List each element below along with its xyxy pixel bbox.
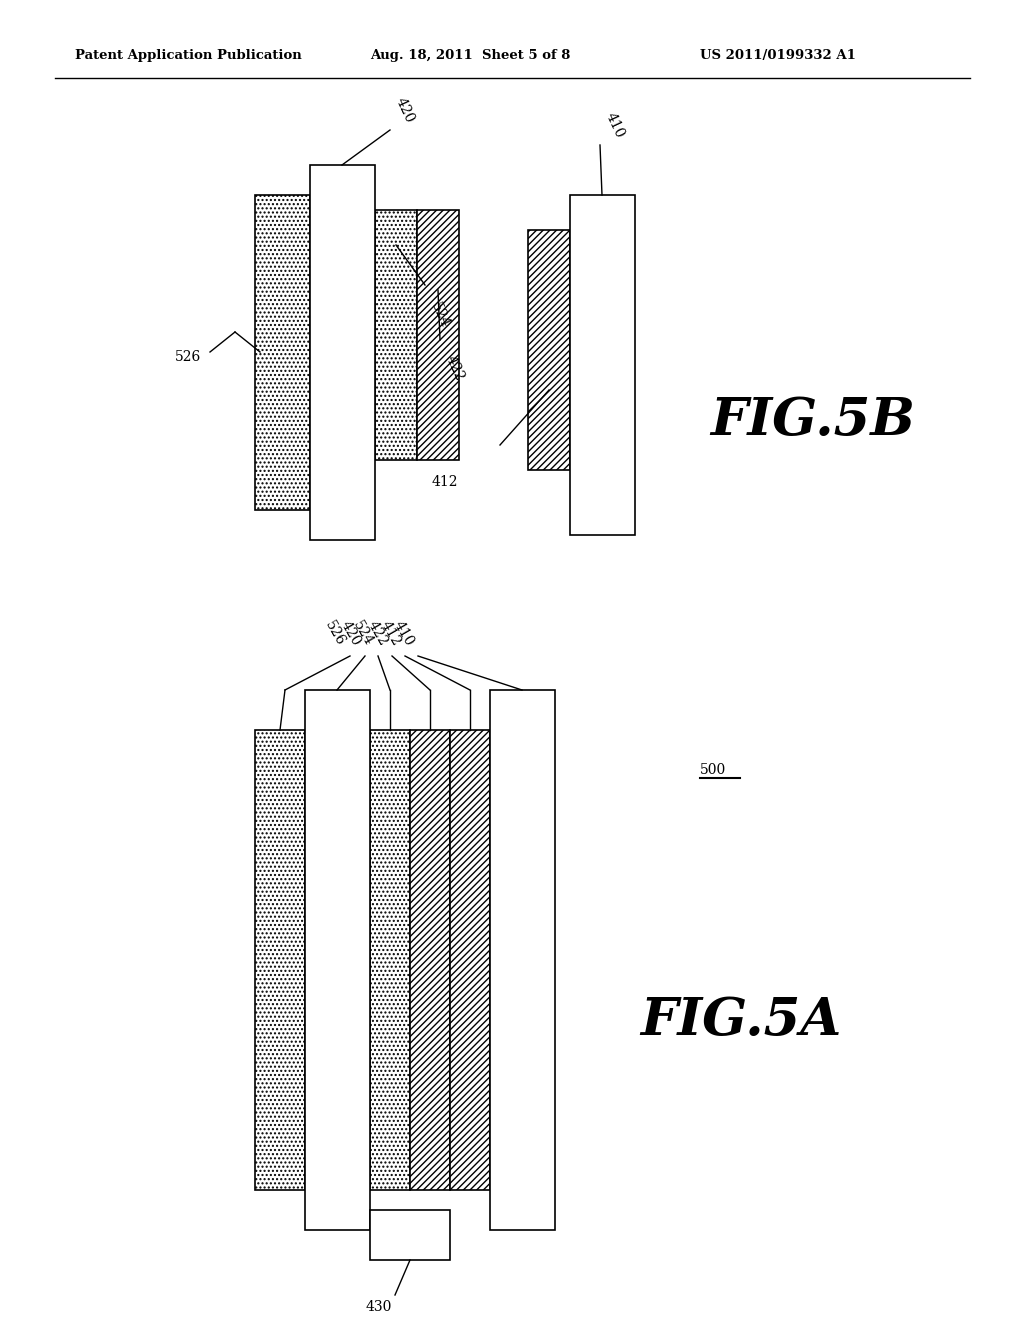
Text: Patent Application Publication: Patent Application Publication: [75, 49, 302, 62]
Bar: [417, 210, 459, 459]
Text: 500: 500: [700, 763, 726, 777]
Bar: [490, 690, 555, 1230]
Text: 410: 410: [390, 618, 416, 648]
Text: 524: 524: [350, 618, 376, 648]
Bar: [305, 690, 370, 1230]
Bar: [255, 195, 310, 510]
Bar: [310, 165, 375, 540]
Text: 526: 526: [323, 618, 348, 648]
Text: 410: 410: [603, 110, 627, 140]
Text: Aug. 18, 2011  Sheet 5 of 8: Aug. 18, 2011 Sheet 5 of 8: [370, 49, 570, 62]
Bar: [570, 195, 635, 535]
Bar: [528, 230, 570, 470]
Bar: [370, 1210, 450, 1261]
Text: 430: 430: [366, 1300, 392, 1313]
Text: 420: 420: [393, 95, 417, 125]
Bar: [255, 730, 305, 1191]
Text: 420: 420: [338, 618, 362, 648]
Text: 422: 422: [443, 352, 467, 383]
Text: 524: 524: [428, 300, 452, 330]
Text: 412: 412: [378, 618, 403, 648]
Text: FIG.5B: FIG.5B: [710, 395, 915, 446]
Bar: [375, 210, 417, 459]
Text: 422: 422: [365, 618, 390, 648]
Text: 412: 412: [432, 475, 459, 488]
Text: US 2011/0199332 A1: US 2011/0199332 A1: [700, 49, 856, 62]
Bar: [410, 730, 450, 1191]
Bar: [370, 730, 410, 1191]
Bar: [450, 730, 490, 1191]
Text: FIG.5A: FIG.5A: [640, 994, 842, 1045]
Text: 526: 526: [175, 350, 202, 364]
